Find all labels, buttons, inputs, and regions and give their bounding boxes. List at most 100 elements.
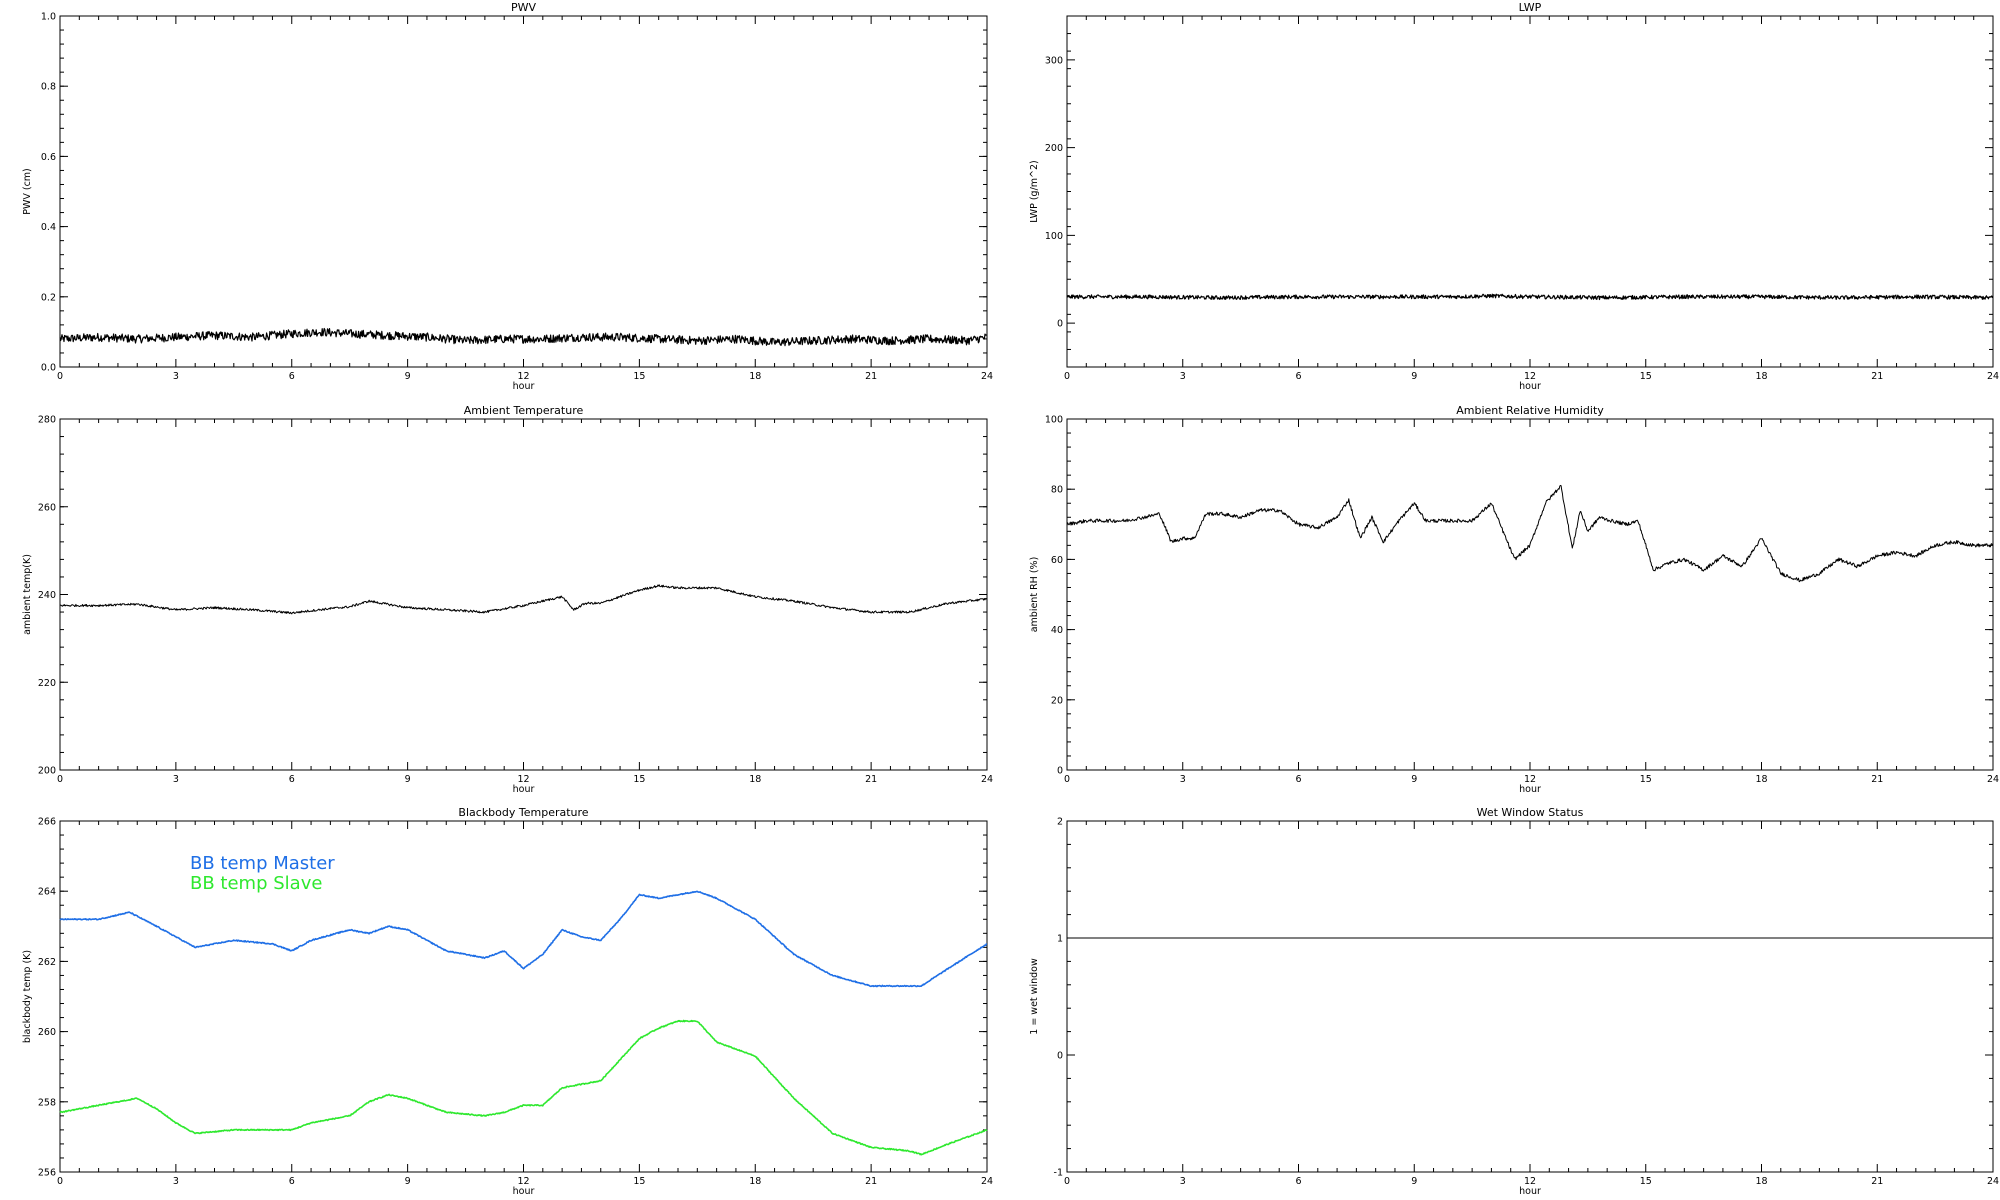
y-tick-label: 40 — [1051, 625, 1063, 636]
x-tick-label: 0 — [1064, 1176, 1070, 1187]
x-tick-label: 6 — [289, 774, 295, 785]
x-axis-label: hour — [1519, 784, 1541, 795]
x-tick-label: 21 — [865, 774, 877, 785]
y-axis-label: ambient RH (%) — [1029, 557, 1040, 633]
x-tick-label: 24 — [981, 371, 993, 382]
y-tick-label: 0.4 — [41, 222, 56, 233]
series-line-pwv-0 — [59, 327, 988, 347]
y-tick-label: 300 — [1045, 55, 1063, 66]
chart-title: Ambient Temperature — [464, 404, 584, 417]
x-axis-label: hour — [1519, 1186, 1541, 1197]
legend-bb-temp-master: BB temp Master — [190, 853, 335, 874]
y-tick-label: 256 — [38, 1168, 56, 1179]
x-tick-label: 21 — [865, 371, 877, 382]
x-tick-label: 0 — [1064, 774, 1070, 785]
y-tick-label: 0.8 — [41, 82, 56, 93]
plot-frame — [1066, 15, 1994, 368]
series-line-bb-temp-slave — [59, 1019, 988, 1156]
x-tick-label: 12 — [517, 371, 529, 382]
x-tick-label: 3 — [1180, 1176, 1186, 1187]
x-tick-label: 0 — [57, 371, 63, 382]
y-tick-label: 258 — [38, 1097, 56, 1108]
y-tick-label: 0 — [1057, 1051, 1063, 1062]
x-tick-label: 6 — [1295, 1176, 1301, 1187]
x-tick-label: 9 — [405, 371, 411, 382]
y-axis-label: LWP (g/m^2) — [1029, 160, 1040, 222]
y-tick-label: 280 — [38, 415, 56, 426]
x-tick-label: 15 — [1640, 371, 1652, 382]
x-tick-label: 6 — [289, 371, 295, 382]
x-tick-label: 9 — [1411, 774, 1417, 785]
y-axis-label: 1 = wet window — [1029, 958, 1040, 1035]
y-tick-label: 260 — [38, 502, 56, 513]
y-tick-label: 240 — [38, 590, 56, 601]
x-tick-label: 18 — [749, 371, 761, 382]
plot-frame — [1066, 820, 1994, 1173]
x-tick-label: 9 — [1411, 1176, 1417, 1187]
plot-frame — [59, 15, 988, 368]
y-tick-label: 0 — [1057, 766, 1063, 777]
x-tick-label: 6 — [1295, 774, 1301, 785]
y-tick-label: 262 — [38, 957, 56, 968]
x-tick-label: 9 — [405, 1176, 411, 1187]
y-tick-label: 20 — [1051, 695, 1063, 706]
y-tick-label: 0 — [1057, 319, 1063, 330]
y-tick-label: 2 — [1057, 817, 1063, 828]
x-tick-label: 18 — [1755, 774, 1767, 785]
y-axis-label: PWV (cm) — [22, 168, 33, 215]
x-tick-label: 24 — [1987, 1176, 1999, 1187]
x-tick-label: 0 — [1064, 371, 1070, 382]
x-tick-label: 18 — [749, 774, 761, 785]
y-tick-label: 266 — [38, 817, 56, 828]
series-line-ambient-temp-0 — [59, 584, 988, 615]
x-tick-label: 15 — [1640, 774, 1652, 785]
x-axis-label: hour — [513, 1186, 535, 1197]
x-tick-label: 15 — [633, 371, 645, 382]
x-tick-label: 15 — [1640, 1176, 1652, 1187]
series-line-bb-temp-master — [59, 890, 988, 988]
y-axis-label: ambient temp(K) — [22, 554, 33, 635]
y-axis-label: blackbody temp (K) — [22, 950, 33, 1043]
legend-bb-temp-slave: BB temp Slave — [190, 873, 322, 894]
x-tick-label: 0 — [57, 774, 63, 785]
y-tick-label: 1 — [1057, 934, 1063, 945]
x-tick-label: 21 — [1871, 371, 1883, 382]
y-tick-label: -1 — [1054, 1168, 1063, 1179]
y-tick-label: 1.0 — [41, 12, 56, 23]
chart-title: Ambient Relative Humidity — [1456, 404, 1604, 417]
chart-title: LWP — [1519, 1, 1542, 14]
chart-title: Wet Window Status — [1477, 806, 1584, 819]
chart-lwp: LWP 0 3 6 9 12 15 18 21 24 0 100 200 300 hour LWP (g/m^… — [1029, 1, 1999, 392]
series-line-ambient-rh-0 — [1066, 484, 1994, 583]
x-tick-label: 12 — [1524, 774, 1536, 785]
x-axis-label: hour — [513, 381, 535, 392]
x-tick-label: 24 — [981, 774, 993, 785]
y-tick-label: 220 — [38, 678, 56, 689]
y-tick-label: 264 — [38, 887, 56, 898]
x-tick-label: 3 — [173, 1176, 179, 1187]
plot-frame — [59, 418, 988, 771]
x-tick-label: 15 — [633, 774, 645, 785]
x-tick-label: 3 — [173, 774, 179, 785]
x-tick-label: 18 — [749, 1176, 761, 1187]
plot-frame — [1066, 418, 1994, 771]
x-tick-label: 0 — [57, 1176, 63, 1187]
y-tick-label: 60 — [1051, 555, 1063, 566]
x-tick-label: 6 — [1295, 371, 1301, 382]
y-tick-label: 260 — [38, 1027, 56, 1038]
x-tick-label: 21 — [1871, 1176, 1883, 1187]
x-tick-label: 18 — [1755, 1176, 1767, 1187]
x-tick-label: 12 — [517, 774, 529, 785]
chart-title: Blackbody Temperature — [458, 806, 588, 819]
chart-blackbody-temp: Blackbody Temperature 0 3 6 9 12 15 18 21 24 256 25… — [22, 806, 993, 1197]
y-tick-label: 0.0 — [41, 363, 56, 374]
x-tick-label: 15 — [633, 1176, 645, 1187]
x-tick-label: 3 — [1180, 774, 1186, 785]
x-tick-label: 24 — [981, 1176, 993, 1187]
x-tick-label: 21 — [865, 1176, 877, 1187]
x-tick-label: 9 — [1411, 371, 1417, 382]
y-tick-label: 200 — [1045, 143, 1063, 154]
chart-ambient-rh: Ambient Relative Humidity 0 3 6 9 12 15 18 21 24 0… — [1029, 404, 1999, 795]
x-tick-label: 3 — [173, 371, 179, 382]
